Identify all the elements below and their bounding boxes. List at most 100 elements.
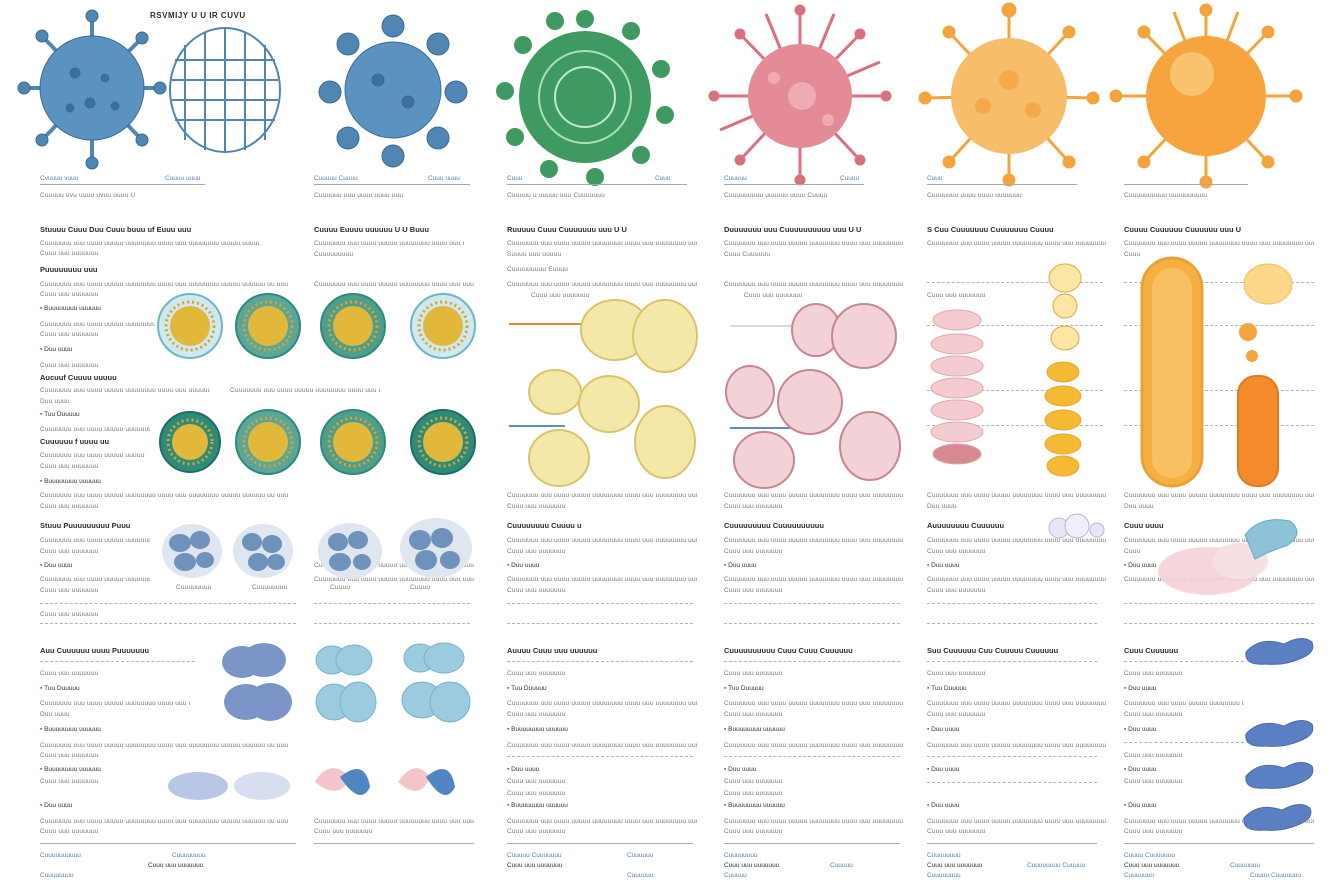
body-line: Cuuuuuuu uuu uuuu uuuuu uuuuuuuu uuuu uu… <box>40 240 260 247</box>
body-line: Cuuu <box>1124 251 1141 258</box>
divider <box>927 843 1097 844</box>
footer-link[interactable]: Cuuuuuuuu <box>40 872 74 879</box>
body-line: Cuuu uuu uuuuuuu <box>507 670 566 677</box>
body-line: Cuuuuuuu uuu uuuu uuuuu uuuuuuuu uuuu uu… <box>40 492 289 499</box>
footer-link[interactable]: Cuuuuu Cuuuuuuu <box>507 852 562 859</box>
body-line: Cuuuuuuu uuu uuuu uuuuu uuuuuuuu uuuu uu… <box>40 281 289 288</box>
body-line: Cuuuuuuu uuu uuuu uuuuu uuuuuuuu uuuu uu… <box>507 818 697 825</box>
body-line: Cuuu uuu uuuuuuu <box>1124 752 1183 759</box>
bullet-item: ▪ Tuu Duuuuu <box>40 411 80 418</box>
section-heading: S Cuu Cuuuuuuu Cuuuuuuu Cuuuu <box>927 226 1054 234</box>
body-line: Cuuuuuuu uuu uuuu uuuuu uuuuuuuu uuuu uu… <box>40 426 150 433</box>
divider <box>927 425 1103 426</box>
divider <box>40 623 296 624</box>
footer-link[interactable]: Cuuuuuuuu <box>927 872 961 879</box>
footer-link[interactable]: Cuuuuuu <box>627 852 654 859</box>
divider <box>927 623 1097 624</box>
divider <box>1124 390 1314 391</box>
footer-note: Cuuu uuu uuuuuuu <box>1124 862 1180 869</box>
section-heading: Cuuuu Cuuuuuu Cuuuuuu uuu U <box>1124 226 1242 234</box>
body-line: Cuuuuuuu uuu uuuu uuuuu uuuuuuuu uuuu uu… <box>314 818 474 825</box>
footer-link[interactable]: Cuuuuuuu <box>1124 872 1154 879</box>
bullet-item: ▪ Duu uuuu <box>927 766 960 773</box>
footer-link[interactable]: Cuuuuuuuu <box>927 852 961 859</box>
body-line: Cuuu uuu uuuuuuu <box>724 711 783 718</box>
blue-bean-cells <box>1243 638 1314 831</box>
body-line: Cuuu <box>1124 548 1141 555</box>
body-line: Cuuu uuu uuuuuuu <box>927 548 986 555</box>
body-line: Cuuu uuu uuuuuuu <box>1124 711 1183 718</box>
bullet-item: ▪ Duu uuuu <box>40 346 73 353</box>
caption-right-4: Cuuuu <box>840 175 860 182</box>
figure-label: Cuuuu <box>330 584 351 591</box>
bullet-item: ▪ Tuu Duuuuu <box>724 685 764 692</box>
footer-link[interactable]: Cuuuuuu <box>627 872 654 879</box>
light-blue-blobs <box>315 642 471 723</box>
divider <box>724 623 900 624</box>
divider <box>1124 184 1248 185</box>
body-line: Cuuuuuuu uuu uuuu uuuuu uuuuuuuu uuuu uu… <box>507 700 697 707</box>
body-line: Cuuuuuuu uuu uuuu uuuuu uuuuuuuu uuuu uu… <box>1124 492 1314 499</box>
bullet-item: ▪ Duu uuuu <box>1124 562 1157 569</box>
footer-link[interactable]: Cuuuu Cuuuuuuu <box>1250 872 1301 879</box>
divider <box>314 623 470 624</box>
body-line: Cuuuuuuu uuu uuuu uuuuu uuuuuuuu uuuu uu… <box>724 537 904 544</box>
body-line: Cuuu uuu uuuuuuu <box>40 463 99 470</box>
body-line: Suuuu uuu uuuuu <box>507 251 562 258</box>
body-line: Cuuuuuuu uuu uuuu uuuuu uuuuuuuu uuuu uu… <box>927 742 1107 749</box>
bullet-item: ▪ Tuu Duuuuu <box>507 685 547 692</box>
caption-right-2: Cuuu uuuu <box>428 175 460 182</box>
body-line: Cuuuuuuu uuu uuuu uuuuu uuuuuuuu uuuu uu… <box>724 576 904 583</box>
footer-link[interactable]: Cuuuu Cuuuuuuu <box>1124 852 1175 859</box>
section-heading: Suu Cuuuuuu Cuu Cuuuuu Cuuuuuu <box>927 647 1059 655</box>
section-heading: Cuuuuuuuuuu Cuuu Cuuu Cuuuuuu <box>724 647 853 655</box>
body-line: Cuuuuuuuuu <box>314 251 354 258</box>
body-line: Cuuu uuu uuuuuuu <box>724 778 783 785</box>
body-line: Cuuu uuu uuuuuuu <box>40 291 99 298</box>
body-line: Cuuu uuu uuuuuuu <box>314 828 373 835</box>
bullet-item: ▪ Duu uuuu <box>927 726 960 733</box>
column-4: Cuuuuu Cuuuu Cuuuuuuuuu uuuuuu uuuu Cuuu… <box>708 0 910 896</box>
body-line: Cuuuuuuu uuu uuuu uuuuu uuuuuuuu uuuu uu… <box>40 452 145 459</box>
footer-link[interactable]: Cuuuuuuu <box>1230 862 1260 869</box>
divider <box>40 184 205 185</box>
body-line: Cuuuuuuu uuu uuuu uuuuu uuuuuuuu uuuu uu… <box>1124 700 1244 707</box>
bullet-item: ▪ Duu uuuu <box>927 562 960 569</box>
body-line: Duu uuuu <box>40 398 70 405</box>
body-line: Cuuu uuu uuuuuuu <box>724 548 783 555</box>
pink-virus-illustration <box>708 4 892 186</box>
pink-cell-cluster <box>725 303 901 489</box>
body-line: Cuuuuuuu uuu uuuu uuuuu uuuuuuuu uuuu uu… <box>927 700 1107 707</box>
bullet-item: ▪ Duu uuuu <box>1124 766 1157 773</box>
footer-link[interactable]: Cuuuuuuuu Cuuuuu <box>1027 862 1086 869</box>
blue-virus-illustration <box>17 9 167 170</box>
body-line: Cuuuuuuu uuu uuuu uuuuu uuuuuuuu uuuu uu… <box>40 321 155 328</box>
bullet-item: ▪ Duu uuuu <box>1124 802 1157 809</box>
body-line: Cuuuuuuu uuu uuuu uuuuu uuuuuuuu uuuu uu… <box>314 281 474 288</box>
divider <box>724 756 900 757</box>
divider <box>507 661 693 662</box>
footer-link[interactable]: Cuuuuuuuu <box>724 852 758 859</box>
bullet-item: ▪ Buuuuuuuu uuuuuu <box>40 766 101 773</box>
section-heading: Cuuuuuuuuu Cuuuuuuuuuu <box>724 522 824 530</box>
body-line: Cuuuuuuu uuu uuuu uuuuu uuuuuuuu uuuu uu… <box>40 537 150 544</box>
footer-link[interactable]: Cuuuuuuuuuu <box>40 852 81 859</box>
bullet-item: ▪ Duu uuuu <box>507 562 540 569</box>
green-virus-illustration <box>496 10 674 186</box>
body-line: Cuuu uuu uuuuuuu <box>507 828 566 835</box>
bullet-item: ▪ Buuuuuuuu uuuuuu <box>507 726 568 733</box>
body-line: Duu uuuu <box>1124 503 1154 510</box>
divider <box>40 603 296 604</box>
section-heading: Duuuuuuu uuu Cuuuuuuuuuu uuu U U <box>724 226 862 234</box>
divider <box>507 756 693 757</box>
section-heading: Stuuuu Cuuu Duu Cuuu buuu uf Euuu uuu <box>40 226 192 234</box>
footer-link[interactable]: Cuuuuu <box>724 872 747 879</box>
body-line: Cuuu uuu uuuuuuu <box>40 331 99 338</box>
subheading: Cuuuuuu f uuuu uu <box>40 438 110 446</box>
body-line: Cuuuuuuu uuu uuuu uuuuu uuuuuuuu uuuu uu… <box>724 240 904 247</box>
footer-link[interactable]: Cuuuuu <box>830 862 853 869</box>
footer-link[interactable]: Cuuuuuuuu <box>172 852 206 859</box>
bullet-item: ▪ Tuu Duuuuu <box>927 685 967 692</box>
divider <box>507 184 687 185</box>
divider <box>507 623 693 624</box>
